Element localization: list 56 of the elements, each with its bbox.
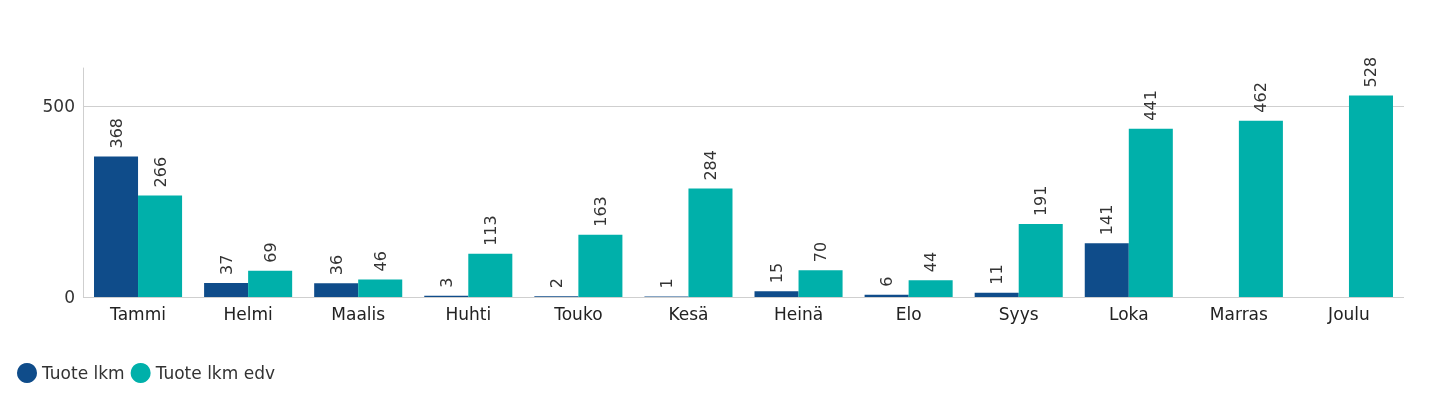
x-tick-label: Syys (998, 303, 1039, 324)
bar (754, 291, 799, 297)
bar (138, 195, 183, 297)
x-tick-label: Marras (1209, 303, 1269, 324)
x-tick-label: Helmi (223, 303, 273, 324)
data-label: 113 (480, 215, 500, 246)
data-label: 11 (987, 264, 1007, 285)
data-label: 2 (546, 278, 566, 289)
data-label: 141 (1097, 204, 1117, 236)
legend-label: Tuote lkm edv (154, 363, 275, 383)
data-label: 37 (216, 254, 236, 275)
data-label: 46 (370, 251, 390, 272)
x-tick-label: Kesä (668, 303, 709, 324)
x-tick-label: Maalis (331, 303, 386, 324)
bar (1238, 120, 1283, 297)
x-tick-label: Joulu (1327, 303, 1370, 324)
data-label: 191 (1031, 185, 1051, 217)
y-tick-label: 0 (64, 287, 75, 307)
data-label: 3 (436, 277, 456, 288)
data-label: 284 (700, 150, 720, 181)
data-label: 70 (811, 241, 831, 263)
x-tick-label: Elo (895, 303, 922, 324)
bar (908, 280, 953, 297)
x-tick-label: Huhti (445, 303, 492, 324)
bar (578, 234, 623, 297)
data-label: 69 (260, 242, 280, 263)
data-label: 528 (1361, 56, 1381, 88)
bar (1348, 95, 1393, 297)
bar (1018, 224, 1063, 297)
legend-label: Tuote lkm (41, 363, 125, 383)
x-tick-label: Loka (1109, 303, 1149, 324)
data-label: 15 (767, 262, 787, 284)
x-tick-label: Heinä (773, 303, 824, 324)
bar (94, 156, 139, 297)
bar (358, 279, 403, 297)
bar (798, 270, 843, 297)
data-label: 368 (106, 118, 126, 149)
data-label: 462 (1251, 82, 1271, 113)
bar (1084, 243, 1129, 297)
data-label: 163 (590, 196, 610, 227)
x-tick-label: Touko (553, 303, 603, 324)
data-label: 441 (1141, 90, 1161, 121)
y-tick-label: 500 (42, 96, 75, 117)
bar (974, 292, 1019, 297)
data-label: 266 (150, 156, 170, 188)
data-label: 36 (326, 254, 346, 276)
bar (314, 283, 359, 297)
data-label: 1 (656, 278, 676, 289)
bar (688, 188, 733, 297)
bar (468, 253, 513, 297)
bar (248, 270, 293, 297)
data-label: 6 (877, 276, 897, 287)
bar (204, 282, 249, 297)
x-tick-label: Tammi (109, 303, 166, 324)
bar (1128, 128, 1173, 297)
data-label: 44 (921, 251, 941, 273)
